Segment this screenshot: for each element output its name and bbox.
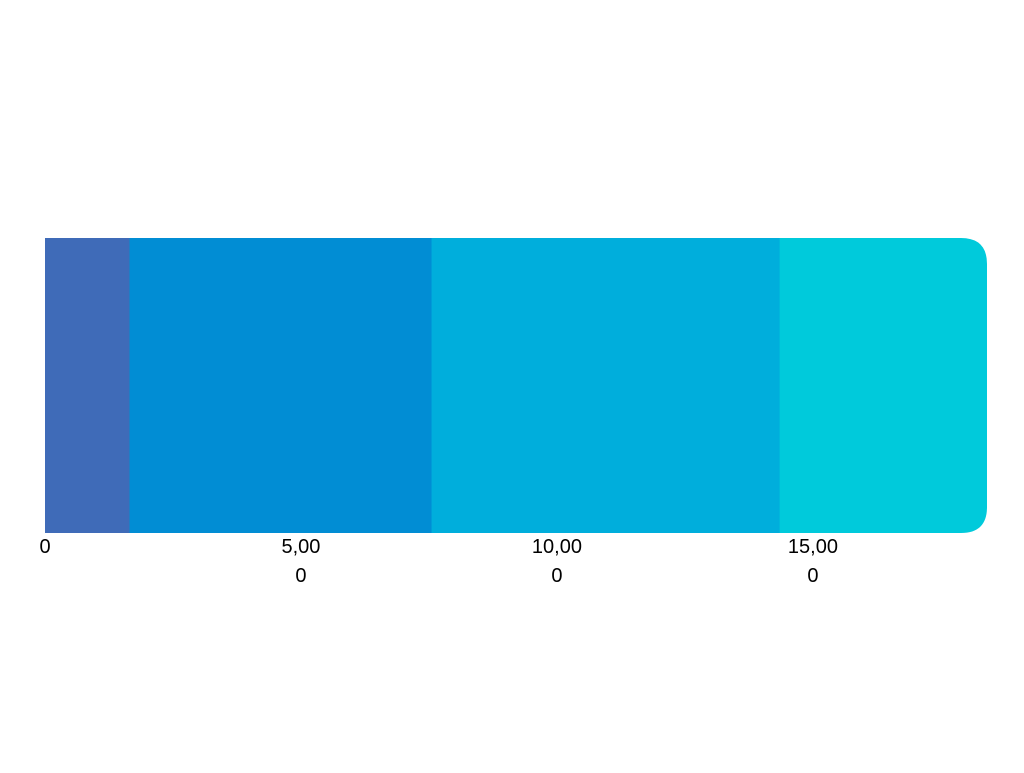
x-axis-tick-labels: 0 5,00 0 10,00 0 15,00 0 (39, 536, 838, 587)
x-tick-label: 15,00 (788, 536, 838, 558)
x-tick-label: 0 (39, 536, 50, 558)
bar-segments (45, 238, 987, 533)
x-tick-label: 5,00 (282, 536, 321, 558)
x-tick-label-wrap: 0 (807, 565, 818, 587)
x-tick-label-wrap: 0 (551, 565, 562, 587)
bar-segment-2 (129, 238, 433, 533)
bar-segment-1 (45, 238, 130, 533)
x-tick-label: 10,00 (532, 536, 582, 558)
x-tick-label-wrap: 0 (295, 565, 306, 587)
bar-segment-4 (779, 238, 987, 533)
bar-segment-3 (431, 238, 781, 533)
